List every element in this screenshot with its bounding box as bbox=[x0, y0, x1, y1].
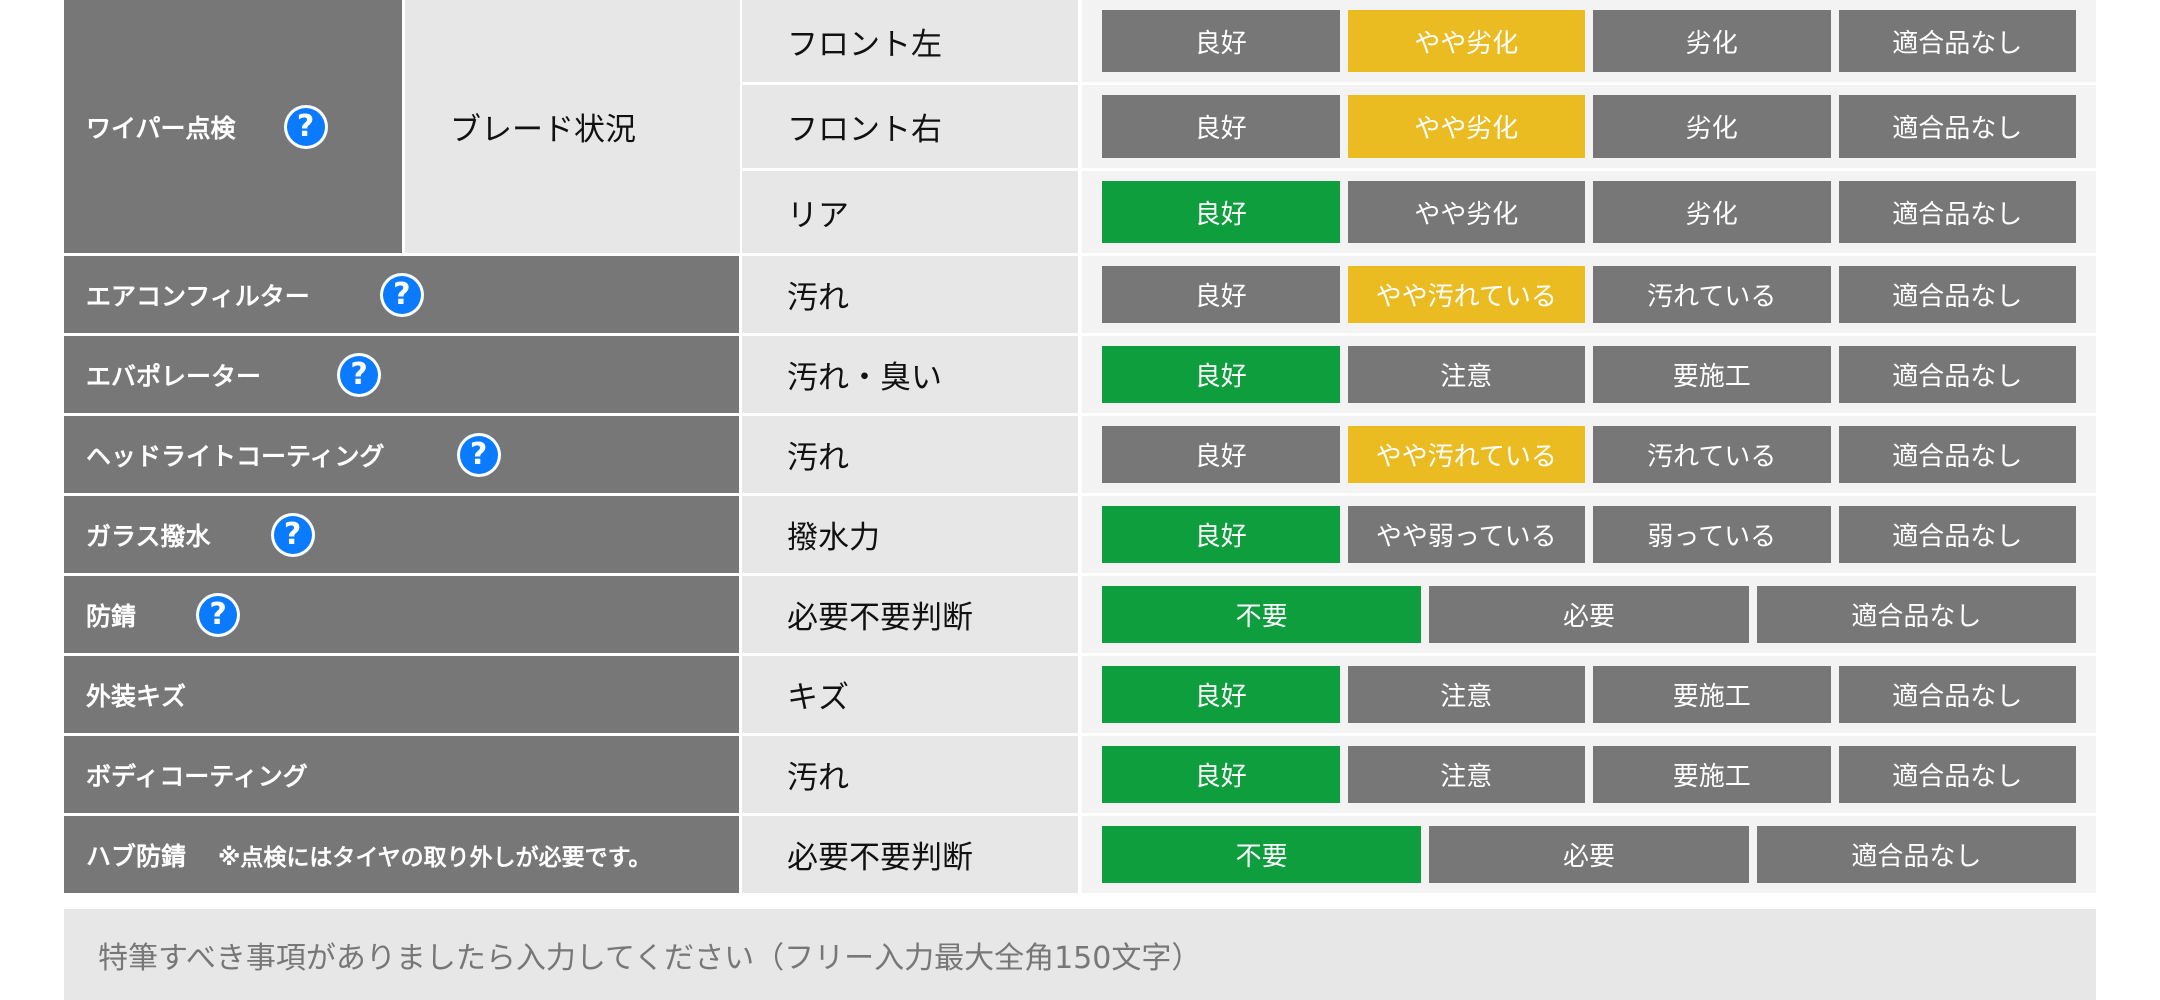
option-button[interactable]: 良好 bbox=[1102, 746, 1340, 803]
option-group: 良好 やや劣化 劣化 適合品なし bbox=[1082, 85, 2096, 168]
question-circle-icon[interactable]: ? bbox=[270, 512, 315, 557]
option-button[interactable]: 良好 bbox=[1102, 181, 1340, 243]
option-group: 良好 注意 要施工 適合品なし bbox=[1082, 656, 2096, 733]
question-circle-icon[interactable]: ? bbox=[337, 352, 382, 397]
item-label: フロント右 bbox=[742, 85, 1078, 168]
option-button[interactable]: 要施工 bbox=[1593, 346, 1831, 403]
option-button[interactable]: 適合品なし bbox=[1838, 506, 2076, 563]
subcategory-blade: ブレード状況 bbox=[405, 0, 740, 253]
option-button[interactable]: 良好 bbox=[1102, 266, 1340, 323]
option-button[interactable]: 弱っている bbox=[1593, 506, 1831, 563]
option-group: 良好 やや劣化 劣化 適合品なし bbox=[1082, 0, 2096, 82]
question-circle-icon[interactable]: ? bbox=[456, 432, 501, 477]
option-button[interactable]: やや劣化 bbox=[1347, 181, 1585, 243]
option-button[interactable]: 適合品なし bbox=[1838, 95, 2076, 158]
category-cell: 外装キズ bbox=[64, 656, 739, 733]
option-button[interactable]: 不要 bbox=[1102, 586, 1422, 643]
option-button[interactable]: 適合品なし bbox=[1838, 746, 2076, 803]
category-label: エバポレーター bbox=[86, 361, 262, 391]
option-group: 良好 やや汚れている 汚れている 適合品なし bbox=[1082, 256, 2096, 333]
option-button[interactable]: 劣化 bbox=[1593, 10, 1831, 72]
option-button[interactable]: 良好 bbox=[1102, 346, 1340, 403]
option-button[interactable]: 適合品なし bbox=[1838, 666, 2076, 723]
category-label: ヘッドライトコーティング bbox=[86, 441, 385, 471]
option-button[interactable]: 汚れている bbox=[1593, 266, 1831, 323]
option-group: 良好 やや弱っている 弱っている 適合品なし bbox=[1082, 496, 2096, 573]
option-button[interactable]: 良好 bbox=[1102, 506, 1340, 563]
category-note: ※点検にはタイヤの取り外しが必要です。 bbox=[218, 844, 652, 871]
question-circle-icon[interactable]: ? bbox=[379, 272, 424, 317]
option-group: 良好 注意 要施工 適合品なし bbox=[1082, 336, 2096, 413]
option-button[interactable]: 適合品なし bbox=[1756, 826, 2076, 883]
option-button[interactable]: 良好 bbox=[1102, 426, 1340, 483]
category-label: 外装キズ bbox=[86, 681, 187, 711]
option-group: 不要 必要 適合品なし bbox=[1082, 576, 2096, 653]
option-button[interactable]: 必要 bbox=[1429, 826, 1749, 883]
option-button[interactable]: 良好 bbox=[1102, 10, 1340, 72]
option-group: 不要 必要 適合品なし bbox=[1082, 816, 2096, 893]
category-cell: ボディコーティング bbox=[64, 736, 739, 813]
option-button[interactable]: やや汚れている bbox=[1347, 426, 1585, 483]
category-label: エアコンフィルター bbox=[86, 281, 310, 311]
item-label: 必要不要判断 bbox=[742, 816, 1078, 893]
option-button[interactable]: やや汚れている bbox=[1347, 266, 1585, 323]
option-button[interactable]: 要施工 bbox=[1593, 746, 1831, 803]
option-button[interactable]: 必要 bbox=[1429, 586, 1749, 643]
item-label: リア bbox=[742, 171, 1078, 253]
category-cell: 防錆? bbox=[64, 576, 739, 653]
item-label: 必要不要判断 bbox=[742, 576, 1078, 653]
option-button[interactable]: 適合品なし bbox=[1756, 586, 2076, 643]
item-label: キズ bbox=[742, 656, 1078, 733]
option-button[interactable]: 注意 bbox=[1347, 346, 1585, 403]
item-label: 撥水力 bbox=[742, 496, 1078, 573]
option-button[interactable]: やや劣化 bbox=[1347, 10, 1585, 72]
option-group: 良好 注意 要施工 適合品なし bbox=[1082, 736, 2096, 813]
category-label: ハブ防錆 bbox=[86, 841, 187, 871]
category-cell: ハブ防錆 ※点検にはタイヤの取り外しが必要です。 bbox=[64, 816, 739, 893]
item-label: 汚れ bbox=[742, 416, 1078, 493]
option-button[interactable]: 注意 bbox=[1347, 666, 1585, 723]
item-label: 汚れ bbox=[742, 256, 1078, 333]
category-label: ワイパー点検 bbox=[86, 113, 236, 143]
option-group: 良好 やや劣化 劣化 適合品なし bbox=[1082, 171, 2096, 253]
category-wiper: ワイパー点検? bbox=[64, 0, 402, 253]
option-button[interactable]: 適合品なし bbox=[1838, 346, 2076, 403]
question-circle-icon[interactable]: ? bbox=[196, 592, 241, 637]
question-circle-icon[interactable]: ? bbox=[283, 104, 328, 149]
option-button[interactable]: 劣化 bbox=[1593, 95, 1831, 158]
option-button[interactable]: 注意 bbox=[1347, 746, 1585, 803]
option-button[interactable]: 適合品なし bbox=[1838, 10, 2076, 72]
option-button[interactable]: 適合品なし bbox=[1838, 266, 2076, 323]
option-button[interactable]: 適合品なし bbox=[1838, 181, 2076, 243]
item-label: フロント左 bbox=[742, 0, 1078, 82]
category-cell: エバポレーター? bbox=[64, 336, 739, 413]
category-label: 防錆 bbox=[86, 601, 137, 631]
option-group: 良好 やや汚れている 汚れている 適合品なし bbox=[1082, 416, 2096, 493]
category-label: ガラス撥水 bbox=[86, 521, 211, 551]
category-label: ボディコーティング bbox=[86, 761, 308, 791]
category-cell: ヘッドライトコーティング? bbox=[64, 416, 739, 493]
option-button[interactable]: 不要 bbox=[1102, 826, 1422, 883]
category-cell: エアコンフィルター? bbox=[64, 256, 739, 333]
option-button[interactable]: 汚れている bbox=[1593, 426, 1831, 483]
option-button[interactable]: やや弱っている bbox=[1347, 506, 1585, 563]
option-button[interactable]: やや劣化 bbox=[1347, 95, 1585, 158]
option-button[interactable]: 良好 bbox=[1102, 666, 1340, 723]
remarks-input[interactable]: 特筆すべき事項がありましたら入力してください（フリー入力最大全角150文字） bbox=[64, 909, 2096, 1000]
item-label: 汚れ・臭い bbox=[742, 336, 1078, 413]
category-cell: ガラス撥水? bbox=[64, 496, 739, 573]
option-button[interactable]: 劣化 bbox=[1593, 181, 1831, 243]
item-label: 汚れ bbox=[742, 736, 1078, 813]
option-button[interactable]: 適合品なし bbox=[1838, 426, 2076, 483]
option-button[interactable]: 良好 bbox=[1102, 95, 1340, 158]
option-button[interactable]: 要施工 bbox=[1593, 666, 1831, 723]
